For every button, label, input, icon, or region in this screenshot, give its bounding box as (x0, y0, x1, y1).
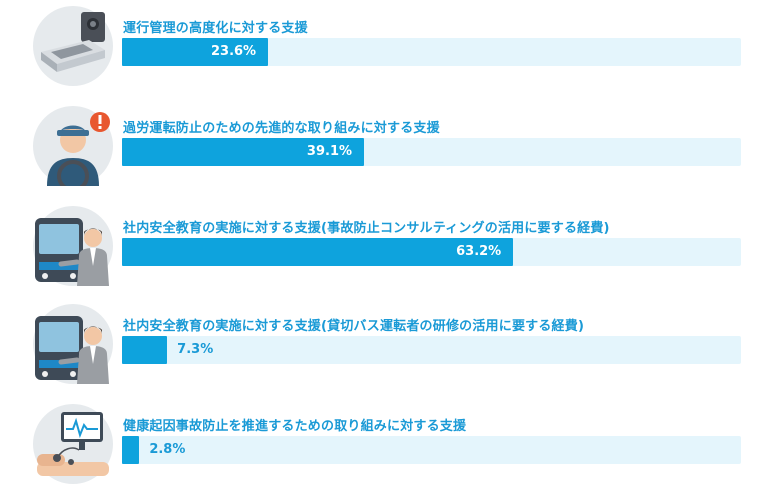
bar-track: 23.6% (122, 38, 741, 66)
health-monitor-icon (33, 404, 113, 484)
bar-track: 7.3% (122, 336, 741, 364)
category-label: 社内安全教育の実施に対する支援(貸切バス運転者の研修の活用に要する経費) (123, 319, 585, 334)
category-label: 過労運転防止のための先進的な取り組みに対する支援 (123, 121, 440, 136)
bar (122, 336, 168, 364)
bar-track: 63.2% (122, 238, 741, 266)
chart-row: 健康起因事故防止を推進するための取り組みに対する支援 2.8% (0, 398, 774, 498)
category-label: 運行管理の高度化に対する支援 (123, 21, 308, 36)
bar (122, 436, 140, 464)
bar-track: 39.1% (122, 138, 741, 166)
value-label: 39.1% (306, 144, 353, 159)
bus-instructor-icon (33, 304, 113, 384)
chart-row: 過労運転防止のための先進的な取り組みに対する支援 39.1% (0, 100, 774, 200)
bar (122, 238, 514, 266)
value-label: 2.8% (149, 442, 186, 457)
value-label: 63.2% (456, 244, 502, 259)
value-label: 7.3% (177, 342, 214, 357)
category-label: 健康起因事故防止を推進するための取り組みに対する支援 (123, 419, 467, 434)
bar-track: 2.8% (122, 436, 741, 464)
value-label: 23.6% (210, 44, 257, 59)
bar (122, 138, 365, 166)
chart-row: 社内安全教育の実施に対する支援(事故防止コンサルティングの活用に要する経費) 6… (0, 200, 774, 300)
dashcam-device-icon (33, 6, 113, 86)
tired-driver-alert-icon (33, 106, 113, 186)
bus-instructor-icon (33, 206, 113, 286)
category-label: 社内安全教育の実施に対する支援(事故防止コンサルティングの活用に要する経費) (123, 221, 610, 236)
bar (122, 38, 269, 66)
chart-row: 運行管理の高度化に対する支援 23.6% (0, 0, 774, 100)
chart-row: 社内安全教育の実施に対する支援(貸切バス運転者の研修の活用に要する経費) 7.3… (0, 298, 774, 398)
